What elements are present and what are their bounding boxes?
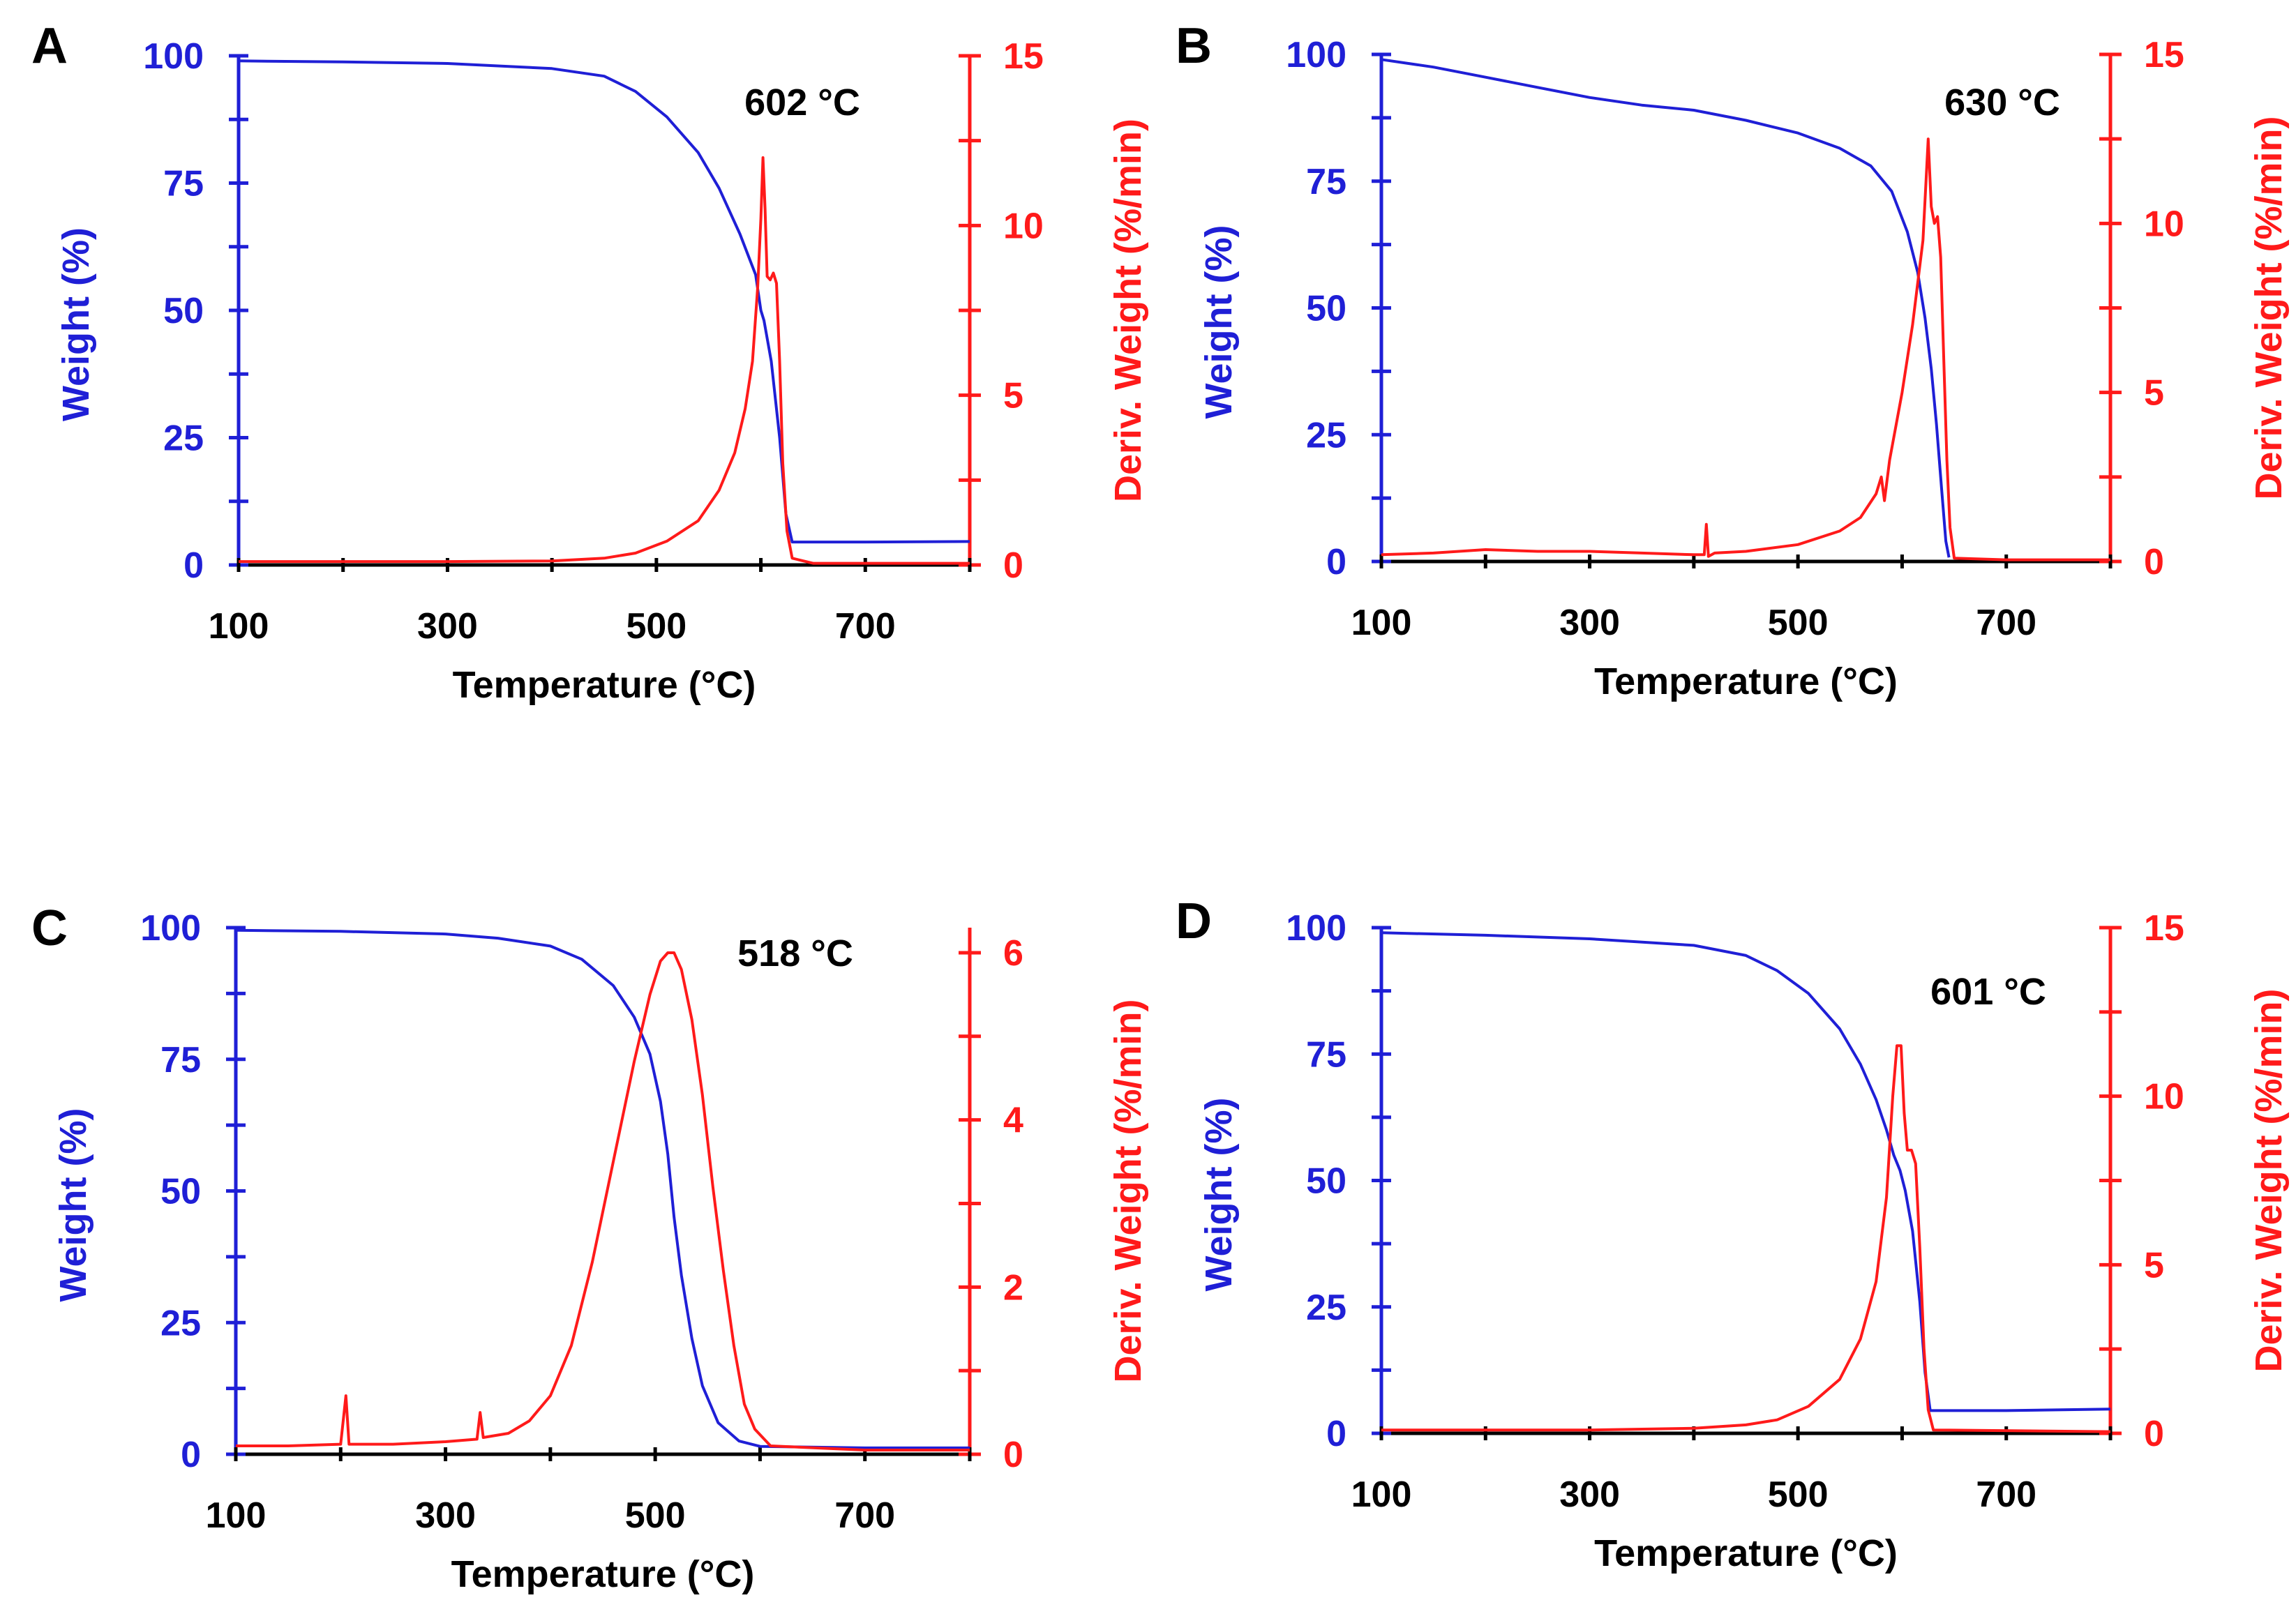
x-tick-label: 300 (417, 606, 478, 647)
y-tick-label-left: 25 (1306, 1288, 1346, 1328)
y-tick-label-left: 25 (1306, 415, 1346, 455)
y-tick-label-right: 5 (2144, 1245, 2164, 1285)
x-tick-label: 100 (209, 606, 269, 647)
x-tick-label: 100 (206, 1495, 267, 1536)
y-tick-label-left: 75 (163, 164, 204, 204)
y-axis-title-right: Deriv. Weight (%/min) (2248, 116, 2290, 499)
deriv-weight-line (1381, 1044, 2111, 1433)
x-tick-label: 500 (626, 606, 686, 647)
y-tick-label-left: 75 (1306, 162, 1346, 202)
weight-line (1381, 58, 1951, 558)
y-tick-label-right: 2 (1003, 1267, 1023, 1308)
x-tick-label: 700 (834, 1495, 895, 1536)
y-tick-label-left: 100 (1286, 35, 1346, 75)
y-tick-label-left: 25 (160, 1303, 201, 1343)
peak-annotation: 518 °C (737, 933, 853, 974)
deriv-weight-line (1381, 137, 2110, 561)
y-tick-label-right: 0 (1003, 1435, 1023, 1475)
y-tick-label-left: 50 (163, 291, 204, 331)
weight-line (235, 928, 970, 1449)
deriv-weight-line (239, 156, 970, 565)
y-tick-label-left: 75 (160, 1040, 201, 1080)
x-tick-label: 100 (1351, 1474, 1412, 1515)
y-axis-title-right: Deriv. Weight (%/min) (1107, 119, 1149, 502)
y-axis-title-left: Weight (%) (52, 1108, 94, 1302)
y-tick-label-right: 10 (1003, 206, 1044, 246)
x-tick-label: 300 (1559, 1474, 1620, 1515)
x-tick-label: 300 (415, 1495, 476, 1536)
y-tick-label-left: 75 (1306, 1034, 1346, 1075)
y-tick-label-left: 0 (181, 1435, 201, 1475)
x-tick-label: 500 (1768, 603, 1829, 643)
y-tick-label-left: 100 (1286, 908, 1346, 949)
x-tick-label: 700 (1976, 603, 2036, 643)
y-tick-label-left: 0 (1326, 542, 1346, 582)
y-tick-label-right: 6 (1003, 933, 1023, 974)
y-axis-title-right: Deriv. Weight (%/min) (1107, 999, 1149, 1382)
y-tick-label-right: 5 (2144, 373, 2164, 414)
x-tick-label: 500 (625, 1495, 686, 1536)
x-tick-label: 500 (1768, 1474, 1829, 1515)
deriv-weight-line (236, 951, 970, 1451)
y-tick-label-right: 15 (2144, 35, 2184, 75)
y-tick-label-left: 0 (183, 545, 204, 586)
peak-annotation: 602 °C (744, 82, 860, 123)
peak-annotation: 630 °C (1944, 82, 2060, 123)
x-axis-title: Temperature (°C) (1594, 661, 1898, 702)
y-axis-title-right: Deriv. Weight (%/min) (2248, 988, 2290, 1372)
y-tick-label-left: 50 (1306, 289, 1346, 329)
y-tick-label-right: 15 (2144, 908, 2184, 949)
y-tick-label-right: 10 (2144, 1077, 2184, 1117)
x-axis-title: Temperature (°C) (453, 664, 756, 706)
weight-line (238, 59, 970, 544)
y-tick-label-right: 0 (2144, 542, 2164, 582)
x-axis-title: Temperature (°C) (451, 1553, 755, 1595)
panel-letter: A (31, 18, 68, 74)
x-tick-label: 100 (1351, 603, 1412, 643)
x-tick-label: 300 (1559, 603, 1620, 643)
y-tick-label-left: 50 (1306, 1161, 1346, 1202)
y-tick-label-right: 4 (1003, 1101, 1023, 1141)
y-axis-title-left: Weight (%) (55, 227, 97, 421)
x-tick-label: 700 (835, 606, 896, 647)
x-axis-title: Temperature (°C) (1594, 1532, 1898, 1574)
peak-annotation: 601 °C (1930, 971, 2046, 1013)
y-tick-label-left: 100 (143, 36, 204, 77)
y-tick-label-left: 25 (163, 418, 204, 459)
y-tick-label-left: 100 (140, 908, 201, 949)
y-tick-label-right: 0 (2144, 1414, 2164, 1454)
panel-letter: C (31, 900, 68, 956)
y-tick-label-left: 0 (1326, 1414, 1346, 1454)
panel-letter: B (1176, 18, 1212, 74)
x-tick-label: 700 (1976, 1474, 2036, 1515)
y-axis-title-left: Weight (%) (1198, 225, 1240, 419)
y-tick-label-right: 5 (1003, 376, 1023, 416)
y-tick-label-left: 50 (160, 1172, 201, 1212)
y-tick-label-right: 15 (1003, 36, 1044, 77)
y-tick-label-right: 10 (2144, 204, 2184, 244)
y-axis-title-left: Weight (%) (1198, 1098, 1240, 1292)
y-tick-label-right: 0 (1003, 545, 1023, 586)
panel-letter: D (1176, 893, 1212, 949)
